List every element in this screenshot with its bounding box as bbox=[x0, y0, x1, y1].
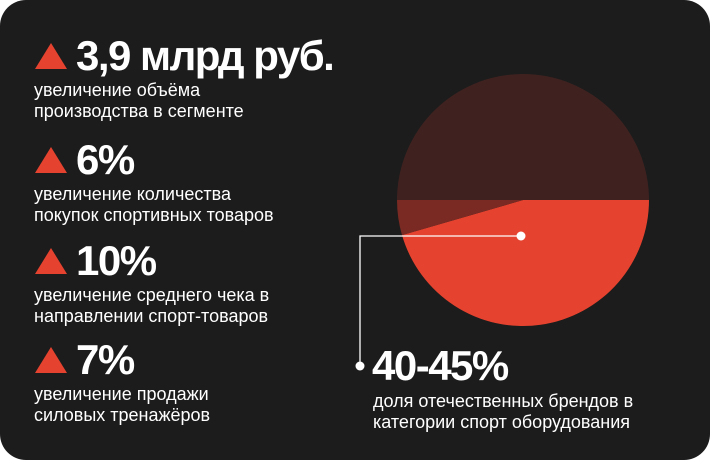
callout-end-dot bbox=[355, 361, 365, 371]
triangle-up-icon bbox=[35, 347, 67, 373]
stat-value: 10% bbox=[76, 237, 157, 284]
callout-leader-line bbox=[359, 235, 521, 366]
pie-slices bbox=[397, 74, 649, 327]
stat-value: 7% bbox=[76, 336, 135, 383]
stat-block: 10% увеличение среднего чека в направлен… bbox=[34, 239, 269, 327]
stat-value: 3,9 млрд руб. bbox=[76, 32, 335, 79]
stat-description-line: увеличение продажи bbox=[34, 384, 209, 404]
stat-description-line: направлении спорт-товаров bbox=[34, 306, 269, 326]
callout-description: доля отечественных брендов в категории с… bbox=[373, 391, 633, 433]
callout-description-line: доля отечественных брендов в bbox=[373, 391, 634, 411]
stat-block: 3,9 млрд руб. увеличение объёма производ… bbox=[34, 32, 335, 122]
triangle-up-icon bbox=[35, 248, 67, 274]
stat-description-line: увеличение среднего чека в bbox=[34, 285, 270, 305]
triangle-up-icon bbox=[35, 147, 67, 173]
stat-block: 6% увеличение количества покупок спортив… bbox=[34, 138, 274, 226]
stat-description-line: производства в сегменте bbox=[34, 101, 244, 121]
stat-description-line: силовых тренажёров bbox=[34, 405, 211, 425]
pie-slice bbox=[397, 74, 649, 200]
callout-description-line: категории спорт оборудования bbox=[373, 412, 631, 432]
stat-description-line: покупок спортивных товаров bbox=[34, 205, 274, 225]
triangle-up-icon bbox=[35, 43, 67, 69]
callout-value: 40-45% bbox=[372, 342, 509, 389]
callout-anchor-dot bbox=[516, 231, 526, 241]
pie-slice bbox=[397, 200, 523, 236]
stat-description-line: увеличение объёма bbox=[34, 80, 201, 100]
stat-block: 7% увеличение продажи силовых тренажёров bbox=[34, 338, 210, 426]
stat-description-line: увеличение количества bbox=[34, 184, 231, 204]
stat-value: 6% bbox=[76, 136, 135, 183]
pie-slice bbox=[402, 200, 649, 327]
